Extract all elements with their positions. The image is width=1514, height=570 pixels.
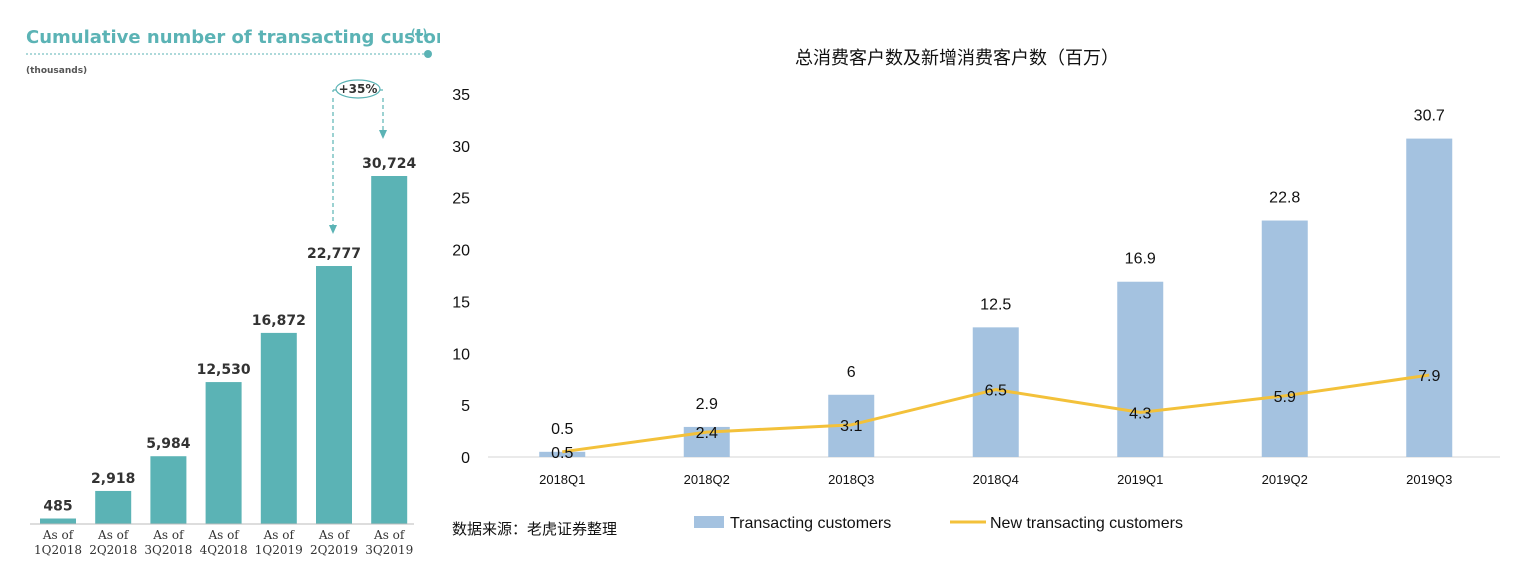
x-category-label: 2018Q4 [973, 472, 1019, 487]
left-bar [316, 266, 352, 524]
left-category-label: As of [318, 528, 351, 542]
transacting-customers-bar [539, 451, 586, 457]
y-tick-label: 0 [461, 450, 470, 467]
left-bar-value-label: 12,530 [197, 362, 251, 378]
left-category-label: 4Q2018 [200, 543, 248, 557]
left-bar-value-label: 22,777 [307, 246, 361, 262]
title-underline-dot [424, 50, 432, 58]
transacting-customers-bar [1117, 281, 1164, 457]
bar-value-label: 12.5 [980, 296, 1011, 313]
left-bar-value-label: 16,872 [252, 313, 306, 329]
y-tick-label: 35 [452, 87, 470, 104]
customers-combo-chart: 总消费客户数及新增消费客户数（百万） 0 5 10 15 20 25 30 35 0.5 2.9… [452, 48, 1500, 538]
x-category-label: 2019Q2 [1262, 472, 1308, 487]
left-category-label: As of [207, 528, 240, 542]
left-bar [205, 382, 242, 524]
right-chart-title: 总消费客户数及新增消费客户数（百万） [795, 48, 1119, 69]
left-category-label: As of [152, 528, 185, 542]
left-bar [40, 518, 76, 524]
left-chart-title-footnote: (1) [411, 28, 427, 39]
left-category-label: 1Q2019 [255, 543, 303, 557]
transacting-customers-bar [1406, 138, 1453, 457]
growth-annotation: +35% [329, 79, 387, 234]
left-category-label: 1Q2018 [34, 543, 82, 557]
line-value-label: 0.5 [551, 445, 573, 462]
line-value-label: 4.3 [1129, 405, 1151, 422]
y-tick-label: 5 [461, 398, 470, 415]
bar-value-label: 2.9 [696, 396, 718, 413]
legend-bar-swatch [694, 516, 724, 528]
legend-line-label: New transacting customers [990, 515, 1183, 532]
left-category-label: 3Q2018 [144, 543, 192, 557]
legend-bar-label: Transacting customers [730, 515, 891, 532]
new-customers-line [562, 373, 1430, 454]
line-value-label: 7.9 [1418, 368, 1440, 385]
left-category-label: As of [263, 528, 296, 542]
bar-value-label: 6 [847, 364, 856, 381]
y-tick-label: 10 [452, 346, 470, 363]
legend: Transacting customers New transacting cu… [694, 515, 1183, 532]
left-category-label: As of [97, 528, 130, 542]
line-value-label: 5.9 [1274, 389, 1296, 406]
left-category-label: As of [373, 528, 406, 542]
bar-value-label: 0.5 [551, 421, 573, 438]
bar-value-label: 16.9 [1125, 251, 1156, 268]
cumulative-customers-chart: Cumulative number of transacting custome… [26, 27, 440, 557]
x-category-label: 2019Q3 [1406, 472, 1452, 487]
y-tick-label: 30 [452, 139, 470, 156]
left-bar [371, 176, 408, 524]
left-bar-value-label: 30,724 [362, 156, 416, 172]
y-tick-label: 20 [452, 243, 470, 260]
line-value-label: 6.5 [985, 383, 1007, 400]
line-value-label: 2.4 [696, 425, 718, 442]
source-note: 数据来源：老虎证券整理 [452, 520, 617, 538]
line-value-label: 3.1 [840, 418, 862, 435]
x-category-label: 2018Q3 [828, 472, 874, 487]
left-category-label: 2Q2019 [310, 543, 358, 557]
left-bar-value-label: 2,918 [91, 471, 135, 487]
left-bar-value-label: 485 [43, 499, 72, 515]
bar-value-label: 22.8 [1269, 190, 1300, 207]
left-category-label: 2Q2018 [89, 543, 137, 557]
left-chart-title: Cumulative number of transacting custome… [26, 27, 440, 48]
transacting-customers-bar [1261, 220, 1308, 457]
left-bar-value-label: 5,984 [146, 436, 191, 452]
x-category-label: 2019Q1 [1117, 472, 1163, 487]
left-bar [260, 332, 297, 524]
left-bar [150, 456, 187, 524]
left-category-label: As of [42, 528, 75, 542]
x-category-label: 2018Q1 [539, 472, 585, 487]
bar-value-label: 30.7 [1414, 108, 1445, 125]
y-tick-label: 15 [452, 294, 470, 311]
left-bar [95, 490, 132, 524]
left-category-label: 3Q2019 [365, 543, 413, 557]
left-chart-unit: (thousands) [26, 66, 87, 76]
growth-label: +35% [339, 82, 378, 96]
x-category-label: 2018Q2 [684, 472, 730, 487]
y-tick-label: 25 [452, 191, 470, 208]
